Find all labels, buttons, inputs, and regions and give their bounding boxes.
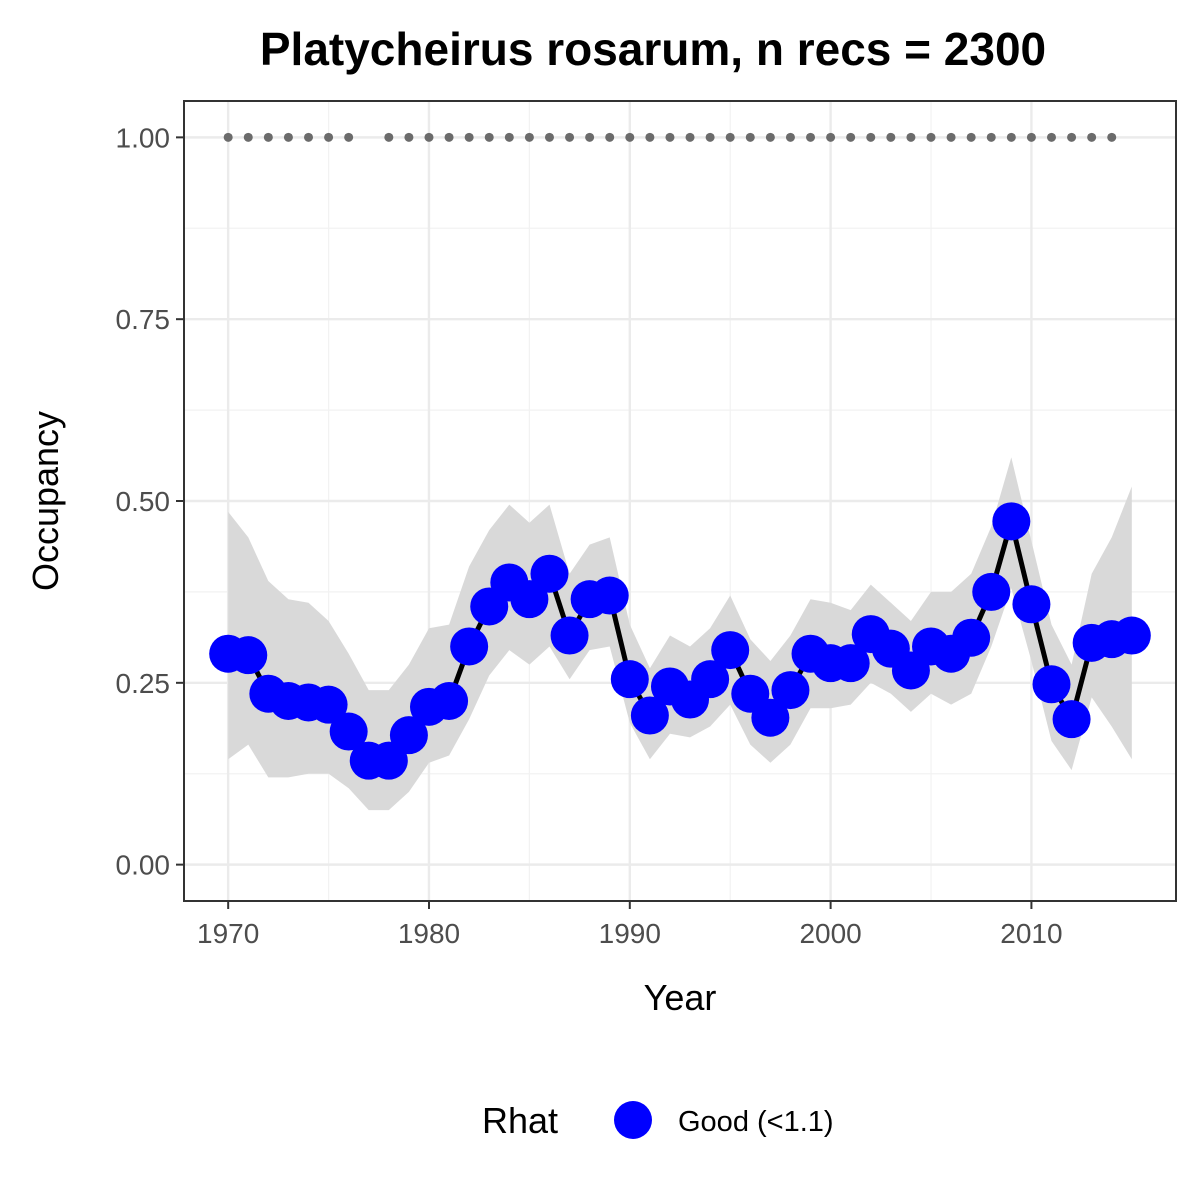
record-dot: [263, 132, 273, 142]
estimate-point: [751, 698, 790, 737]
record-dot: [725, 132, 735, 142]
confidence-ribbon-layer: [228, 457, 1132, 811]
record-dot: [283, 132, 293, 142]
record-dot: [1067, 132, 1077, 142]
record-dot: [926, 132, 936, 142]
record-dot: [906, 132, 916, 142]
estimate-point: [711, 631, 750, 670]
estimate-point: [229, 636, 268, 675]
record-dots-layer: [223, 132, 1117, 142]
x-axis-title: Year: [644, 977, 717, 1018]
estimate-point: [309, 685, 348, 724]
legend-key-good: [614, 1101, 652, 1139]
record-dot: [1107, 132, 1117, 142]
x-tick-label: 1970: [197, 918, 259, 949]
record-dot: [464, 132, 474, 142]
record-dot: [645, 132, 655, 142]
legend-label-good: Good (<1.1): [678, 1106, 834, 1138]
record-dot: [243, 132, 253, 142]
record-dot: [986, 132, 996, 142]
y-axis-ticks: 0.00 0.25 0.50 0.75 1.00: [116, 122, 184, 881]
x-tick-label: 1980: [398, 918, 460, 949]
estimate-point: [510, 580, 549, 619]
estimate-point: [1012, 585, 1051, 624]
record-dot: [685, 132, 695, 142]
record-dot: [544, 132, 554, 142]
chart-title: Platycheirus rosarum, n recs = 2300: [260, 23, 1046, 75]
estimate-point: [329, 712, 368, 751]
estimate-point: [1032, 665, 1071, 704]
record-dot: [223, 132, 233, 142]
record-dot: [384, 132, 394, 142]
estimate-point: [952, 618, 991, 657]
legend: Rhat Good (<1.1): [482, 1100, 834, 1141]
estimate-point: [369, 741, 408, 780]
y-tick-label: 1.00: [116, 122, 171, 153]
y-tick-label: 0.25: [116, 668, 171, 699]
x-axis-ticks: 1970 1980 1990 2000 2010: [197, 901, 1063, 949]
record-dot: [565, 132, 575, 142]
record-dot: [625, 132, 635, 142]
estimate-point: [630, 696, 669, 735]
record-dot: [1046, 132, 1056, 142]
record-dot: [304, 132, 314, 142]
legend-title: Rhat: [482, 1100, 558, 1141]
estimate-point: [691, 660, 730, 699]
y-tick-label: 0.75: [116, 304, 171, 335]
record-dot: [585, 132, 595, 142]
x-tick-label: 2010: [1000, 918, 1062, 949]
estimate-point: [450, 627, 489, 666]
record-dot: [484, 132, 494, 142]
estimate-point: [1052, 700, 1091, 739]
record-dot: [946, 132, 956, 142]
record-dot: [324, 132, 334, 142]
record-dot: [344, 132, 354, 142]
record-dot: [745, 132, 755, 142]
record-dot: [665, 132, 675, 142]
record-dot: [966, 132, 976, 142]
record-dot: [1026, 132, 1036, 142]
record-dot: [1087, 132, 1097, 142]
estimate-point: [550, 616, 589, 655]
y-axis-title: Occupancy: [25, 411, 66, 591]
estimate-points-layer: [209, 502, 1151, 780]
record-dot: [886, 132, 896, 142]
confidence-ribbon: [228, 457, 1132, 811]
record-dot: [524, 132, 534, 142]
estimate-point: [831, 644, 870, 683]
record-dot: [1006, 132, 1016, 142]
y-tick-label: 0.50: [116, 486, 171, 517]
record-dot: [826, 132, 836, 142]
record-dot: [785, 132, 795, 142]
x-tick-label: 1990: [599, 918, 661, 949]
estimate-point: [590, 576, 629, 615]
record-dot: [404, 132, 414, 142]
estimate-point: [972, 572, 1011, 611]
record-dot: [806, 132, 816, 142]
estimate-point: [992, 502, 1031, 541]
record-dot: [765, 132, 775, 142]
estimate-point: [610, 660, 649, 699]
record-dot: [444, 132, 454, 142]
x-tick-label: 2000: [799, 918, 861, 949]
estimate-point: [530, 554, 569, 593]
estimate-point: [1112, 616, 1151, 655]
record-dot: [866, 132, 876, 142]
record-dot: [705, 132, 715, 142]
record-dot: [605, 132, 615, 142]
estimate-point: [389, 716, 428, 755]
record-dot: [424, 132, 434, 142]
record-dot: [504, 132, 514, 142]
estimate-point: [771, 671, 810, 710]
estimate-point: [430, 682, 469, 720]
record-dot: [846, 132, 856, 142]
y-tick-label: 0.00: [116, 850, 171, 881]
